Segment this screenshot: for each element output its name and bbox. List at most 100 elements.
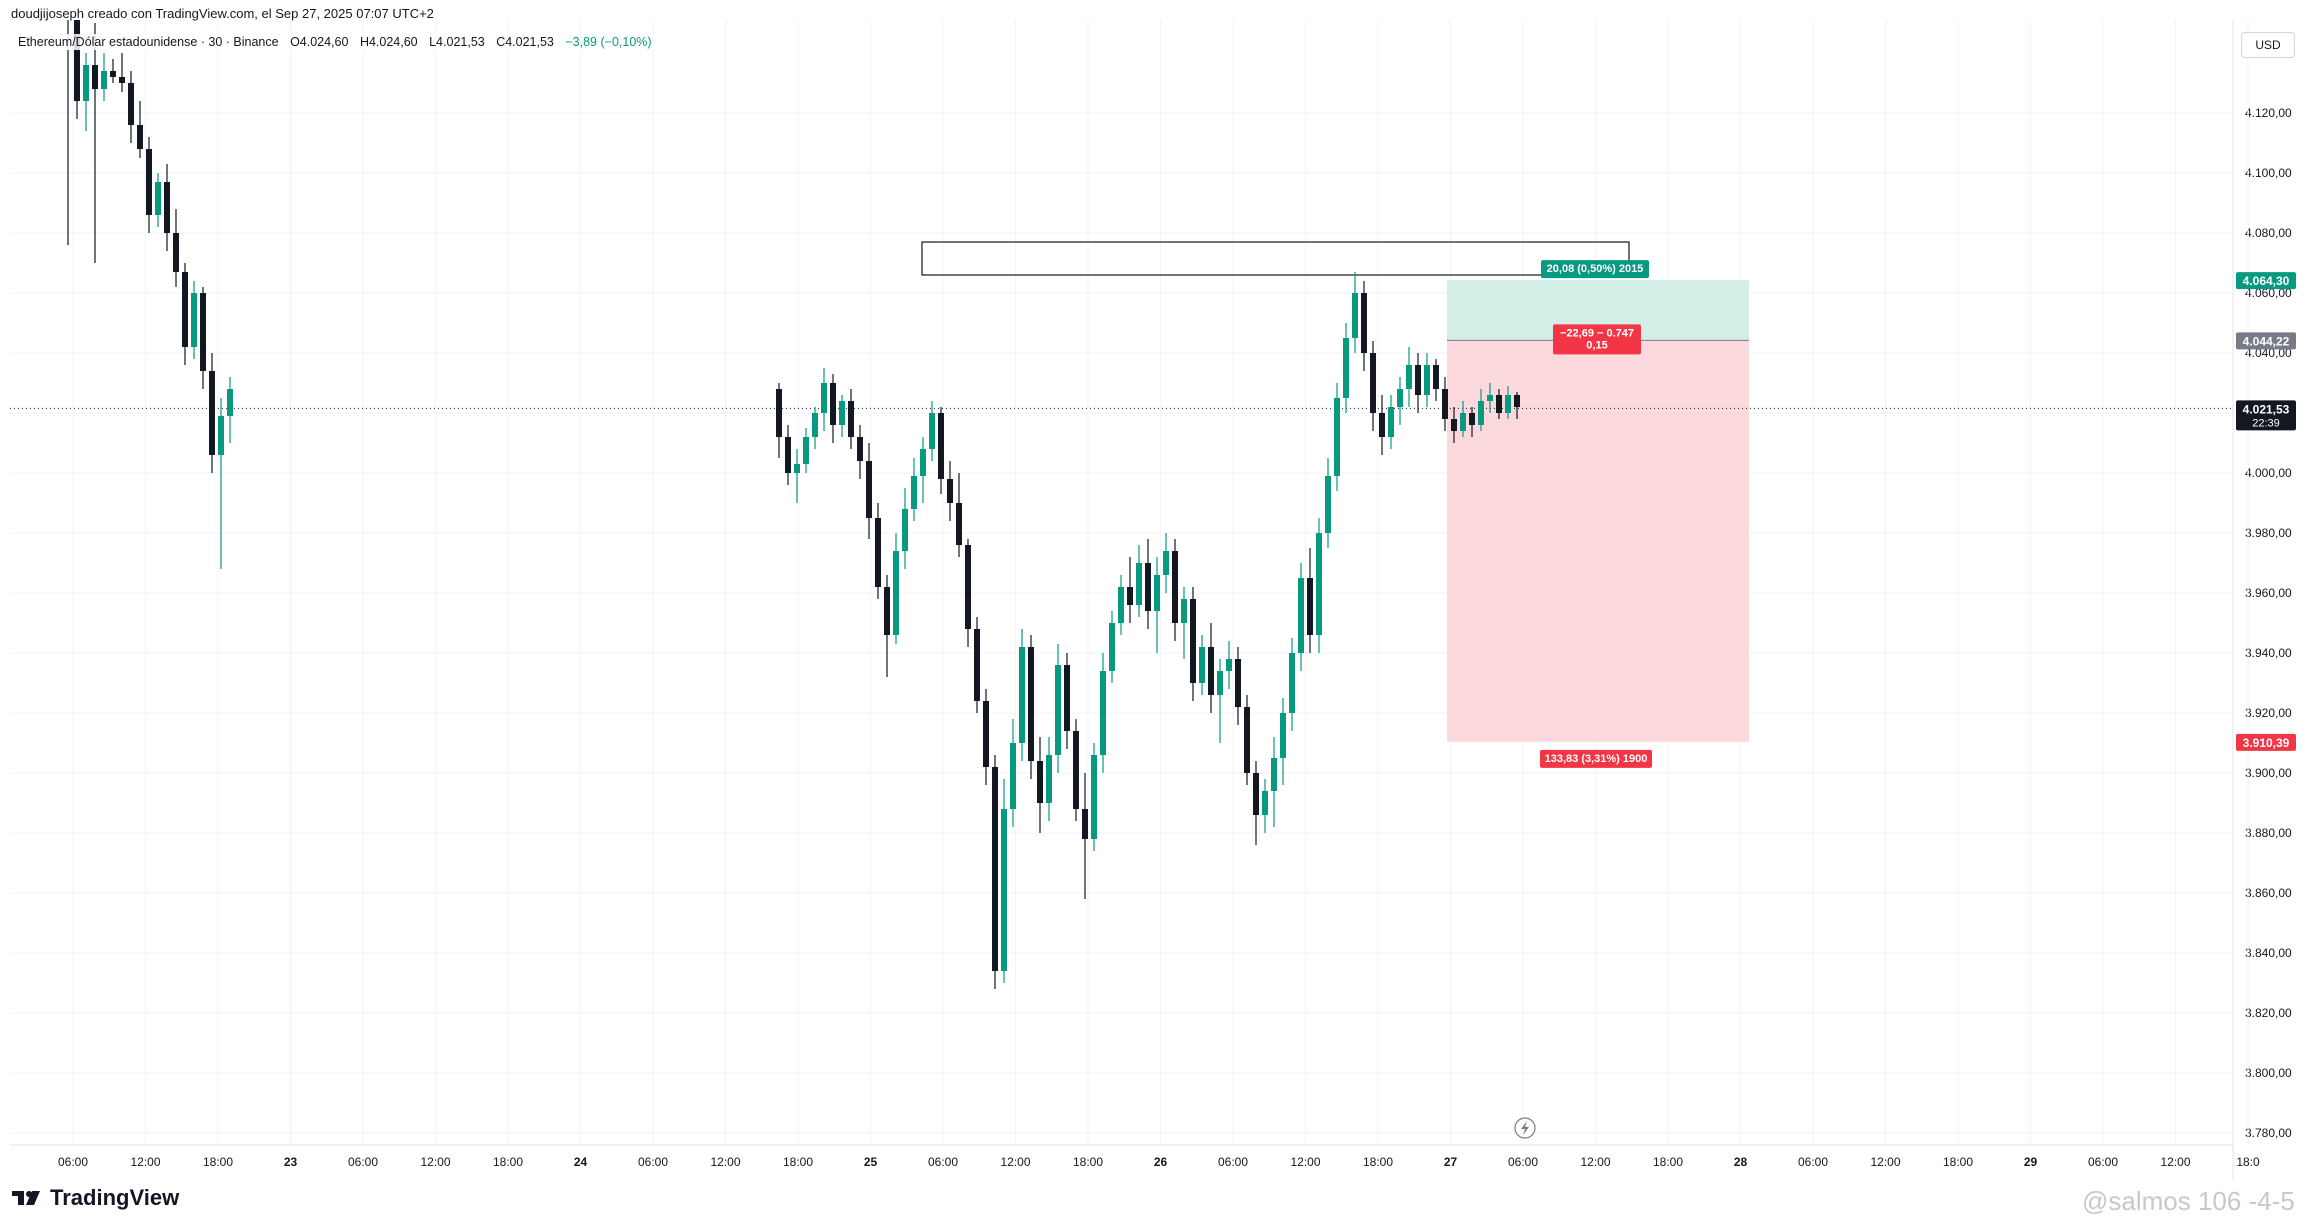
candle bbox=[209, 353, 215, 473]
candle-body bbox=[1172, 551, 1178, 623]
candle-body bbox=[1037, 761, 1043, 803]
candle bbox=[1244, 695, 1250, 785]
price-label-target: 4.064,30 bbox=[2236, 272, 2296, 290]
candle-body bbox=[992, 767, 998, 971]
candle bbox=[155, 173, 161, 227]
candle bbox=[83, 53, 89, 131]
candle-body bbox=[128, 83, 134, 125]
candle-body bbox=[1001, 809, 1007, 971]
candle bbox=[920, 437, 926, 503]
candle-body bbox=[1415, 365, 1421, 395]
x-tick-label: 18:00 bbox=[1073, 1155, 1103, 1169]
candle bbox=[1478, 389, 1484, 431]
candle-body bbox=[1334, 398, 1340, 476]
candle bbox=[839, 395, 845, 437]
profit-label-bg bbox=[1541, 260, 1649, 279]
candle-body bbox=[1118, 587, 1124, 623]
candle bbox=[110, 59, 116, 83]
candle-body bbox=[902, 509, 908, 551]
x-tick-label: 06:00 bbox=[928, 1155, 958, 1169]
candle-body bbox=[938, 413, 944, 479]
candle-body bbox=[1271, 758, 1277, 791]
candle bbox=[101, 53, 107, 101]
price-label-bg bbox=[2236, 272, 2296, 290]
x-tick-label: 24 bbox=[574, 1155, 588, 1169]
candle-body bbox=[164, 182, 170, 233]
candle bbox=[1514, 392, 1520, 419]
change-value: −3,89 (−0,10%) bbox=[565, 35, 652, 49]
candle-body bbox=[1208, 647, 1214, 695]
y-tick-label: 3.860,00 bbox=[2245, 886, 2292, 900]
candle-body bbox=[1154, 575, 1160, 611]
x-tick-label: 06:00 bbox=[58, 1155, 88, 1169]
candle-body bbox=[1109, 623, 1115, 671]
chart-credit: doudjijoseph creado con TradingView.com,… bbox=[11, 6, 434, 21]
plot-layer bbox=[10, 20, 2233, 989]
x-tick-label: 23 bbox=[284, 1155, 298, 1169]
candle bbox=[875, 503, 881, 599]
x-tick-label: 18:00 bbox=[493, 1155, 523, 1169]
currency-button[interactable]: USD bbox=[2241, 32, 2295, 58]
candle bbox=[1136, 545, 1142, 617]
candle bbox=[992, 755, 998, 989]
candle bbox=[119, 53, 125, 92]
candle-body bbox=[803, 437, 809, 464]
x-tick-label: 18:0 bbox=[2236, 1155, 2260, 1169]
candle-body bbox=[794, 464, 800, 473]
candle bbox=[1190, 587, 1196, 701]
candle bbox=[1145, 539, 1151, 629]
candle-body bbox=[83, 65, 89, 101]
candle-body bbox=[1487, 395, 1493, 401]
candle-body bbox=[1370, 353, 1376, 413]
y-tick-label: 3.900,00 bbox=[2245, 766, 2292, 780]
price-label-text: 3.910,39 bbox=[2243, 736, 2290, 750]
candle bbox=[1406, 347, 1412, 407]
lightning-icon[interactable] bbox=[1514, 1117, 1536, 1139]
candle bbox=[1226, 641, 1232, 689]
candle-body bbox=[1496, 395, 1502, 413]
candle bbox=[1109, 611, 1115, 683]
candle-body bbox=[884, 587, 890, 635]
y-tick-label: 3.980,00 bbox=[2245, 526, 2292, 540]
candle bbox=[1433, 359, 1439, 401]
candle bbox=[938, 407, 944, 494]
candle-body bbox=[1163, 551, 1169, 575]
candle bbox=[929, 401, 935, 461]
candle bbox=[1415, 353, 1421, 413]
price-label-text: 4.044,22 bbox=[2243, 334, 2290, 348]
candle-body bbox=[227, 389, 233, 416]
tradingview-logo-icon bbox=[12, 1191, 40, 1205]
candle-body bbox=[209, 371, 215, 455]
candle bbox=[1289, 638, 1295, 731]
candle-body bbox=[1235, 659, 1241, 707]
candle bbox=[1460, 401, 1466, 437]
candle bbox=[1091, 743, 1097, 851]
candle bbox=[1010, 719, 1016, 827]
candle bbox=[1037, 737, 1043, 833]
candle-body bbox=[1073, 731, 1079, 809]
y-tick-label: 4.060,00 bbox=[2245, 286, 2292, 300]
x-tick-label: 12:00 bbox=[1870, 1155, 1900, 1169]
candle bbox=[200, 287, 206, 389]
candle bbox=[173, 209, 179, 287]
candle bbox=[866, 443, 872, 539]
candle bbox=[1181, 587, 1187, 659]
candle-body bbox=[1442, 389, 1448, 419]
y-tick-label: 3.880,00 bbox=[2245, 826, 2292, 840]
candle-body bbox=[1343, 338, 1349, 398]
symbol-name[interactable]: Ethereum/Dólar estadounidense · 30 · Bin… bbox=[18, 35, 279, 49]
candle bbox=[1271, 737, 1277, 827]
tradingview-logo[interactable]: TradingView bbox=[12, 1185, 179, 1211]
candle-body bbox=[1190, 599, 1196, 683]
candle-body bbox=[1010, 743, 1016, 809]
candle-body bbox=[1253, 773, 1259, 815]
candle-body bbox=[1145, 563, 1151, 611]
x-tick-label: 06:00 bbox=[1218, 1155, 1248, 1169]
x-tick-label: 06:00 bbox=[348, 1155, 378, 1169]
candle bbox=[1100, 653, 1106, 773]
candle-body bbox=[110, 71, 116, 77]
candle-body bbox=[92, 65, 98, 89]
candle bbox=[848, 389, 854, 449]
candle-body bbox=[1181, 599, 1187, 623]
